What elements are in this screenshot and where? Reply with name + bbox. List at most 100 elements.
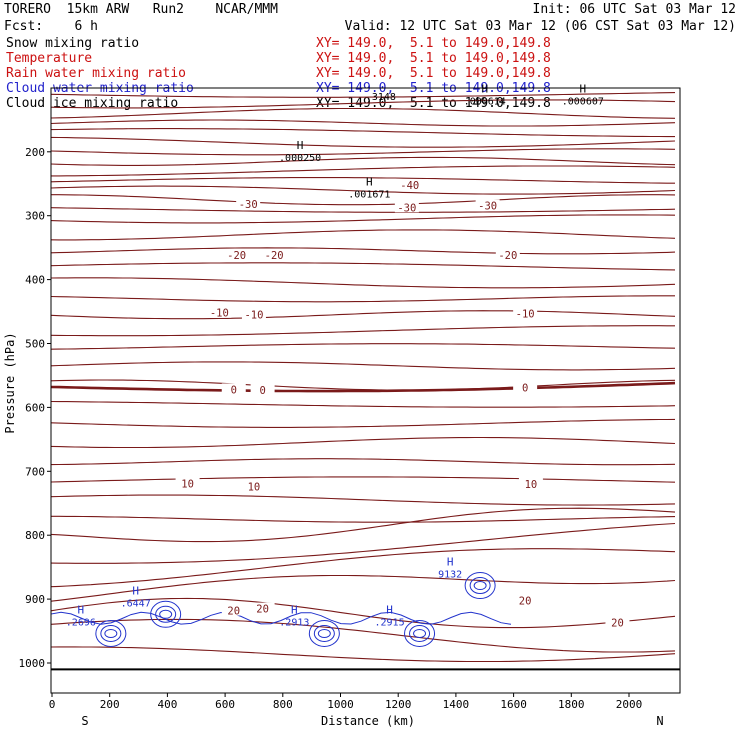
y-tick-label: 800 [25, 529, 45, 542]
temp-label-bg [262, 249, 287, 261]
temperature-label: -20 [227, 250, 246, 262]
max-value-label: .3148 [366, 92, 396, 103]
isotherm-line [50, 310, 676, 320]
max-marker-label: H [132, 584, 139, 597]
legend-rain-xy: XY= 149.0, 5.1 to 149.0,149.8 [316, 66, 551, 81]
x-tick-label: 600 [215, 698, 235, 711]
y-tick-label: 200 [25, 146, 45, 159]
temperature-label: -10 [244, 310, 263, 322]
x-tick-label: 1600 [500, 698, 527, 711]
max-marker-label: H [297, 139, 304, 152]
isotherm-line [50, 119, 676, 127]
temperature-label: 10 [181, 478, 194, 490]
isotherm-line [50, 646, 676, 663]
max-marker-label: H [481, 83, 488, 96]
legend-snow-name: Snow mixing ratio [6, 36, 140, 51]
temp-label-bg [175, 477, 200, 489]
x-tick-label: 1400 [443, 698, 470, 711]
cloud-water-contour [104, 628, 118, 638]
freezing-level-line [50, 381, 676, 393]
isotherm-line [50, 343, 676, 350]
temperature-label: -30 [397, 202, 416, 214]
isotherm-line [50, 507, 676, 543]
cloud-water-contour [100, 624, 122, 642]
forecast-hour: Fcst: 6 h [4, 19, 98, 34]
max-value-label: .001671 [348, 189, 390, 200]
plot-frame [50, 87, 681, 694]
max-value-label: .000614 [464, 97, 506, 108]
temperature-label: -30 [239, 199, 258, 211]
isotherm-line [50, 207, 676, 213]
cloud-water-contour [308, 619, 340, 647]
temperature-label: 10 [248, 482, 261, 494]
temp-label-bg [207, 306, 232, 318]
isotherm-line [50, 136, 676, 148]
temp-label-bg [513, 594, 538, 606]
temp-label-bg [605, 616, 630, 628]
temp-label-bg [518, 477, 543, 489]
temperature-contours [50, 92, 676, 663]
max-value-label: .000607 [562, 97, 604, 108]
x-tick-label: 400 [157, 698, 177, 711]
cloud-water-contour [150, 600, 182, 628]
max-marker-label: H [366, 175, 373, 188]
isotherm-line [50, 325, 675, 337]
temperature-label: -30 [478, 200, 497, 212]
temp-label-bg [236, 198, 261, 210]
valid-time: Valid: 12 UTC Sat 03 Mar 12 (06 CST Sat … [344, 19, 736, 34]
temperature-label: 0 [259, 385, 265, 397]
temp-label-bg [250, 602, 275, 614]
max-marker-label: H [291, 603, 298, 616]
legend-temperature-name: Temperature [6, 51, 93, 66]
cloud-water-contour [159, 609, 173, 619]
isotherm-line [50, 277, 676, 289]
cloud-water-contour [313, 624, 335, 642]
isotherm-line [51, 194, 676, 206]
cloud-water-contour [95, 619, 127, 647]
cloud-water-contour [409, 624, 431, 642]
isotherm-line [50, 361, 676, 371]
x-tick-label: 2000 [616, 698, 643, 711]
isotherm-line [50, 418, 676, 428]
temp-label-bg [394, 201, 419, 213]
init-time: Init: 06 UTC Sat 03 Mar 12 [532, 2, 737, 17]
isotherm-line [50, 99, 676, 109]
max-value-label: .2696 [66, 617, 96, 628]
x-tick-label: 1200 [385, 698, 412, 711]
temperature-label: -20 [265, 250, 284, 262]
max-marker-label: H [386, 603, 393, 616]
isotherm-line [50, 522, 676, 564]
isotherm-line [50, 618, 676, 653]
legend-rain-name: Rain water mixing ratio [6, 66, 187, 81]
isotherm-line [50, 597, 676, 629]
isotherm-line [50, 107, 676, 119]
isotherm-line [51, 165, 676, 177]
temp-label-bg [513, 381, 538, 393]
isotherm-line [50, 177, 675, 184]
temperature-label: 10 [525, 479, 538, 491]
y-tick-label: 300 [25, 210, 45, 223]
temperature-label: 20 [519, 595, 532, 607]
isotherm-line [50, 148, 676, 156]
y-tick-label: 600 [25, 401, 45, 414]
cloud-water-contour [317, 628, 331, 638]
cloud-water-contour [155, 605, 177, 623]
temperature-label: -10 [516, 308, 535, 320]
temp-label-bg [495, 249, 520, 261]
model-title: TORERO 15km ARW Run2 NCAR/MMM [4, 2, 278, 17]
y-tick-label: 500 [25, 338, 45, 351]
cloud-water-band [50, 611, 512, 625]
temp-label-bg [475, 199, 500, 211]
temperature-label: 20 [611, 618, 624, 630]
temp-label-bg [221, 604, 246, 616]
isotherm-line [50, 400, 676, 408]
x-tick-label: 200 [100, 698, 120, 711]
north-endpoint-label: N [656, 714, 663, 728]
x-tick-label: 1000 [327, 698, 354, 711]
temperature-label: 20 [227, 606, 240, 618]
plot-border [50, 87, 681, 694]
cloud-water-contours [50, 572, 512, 647]
temperature-label: 0 [522, 383, 528, 395]
